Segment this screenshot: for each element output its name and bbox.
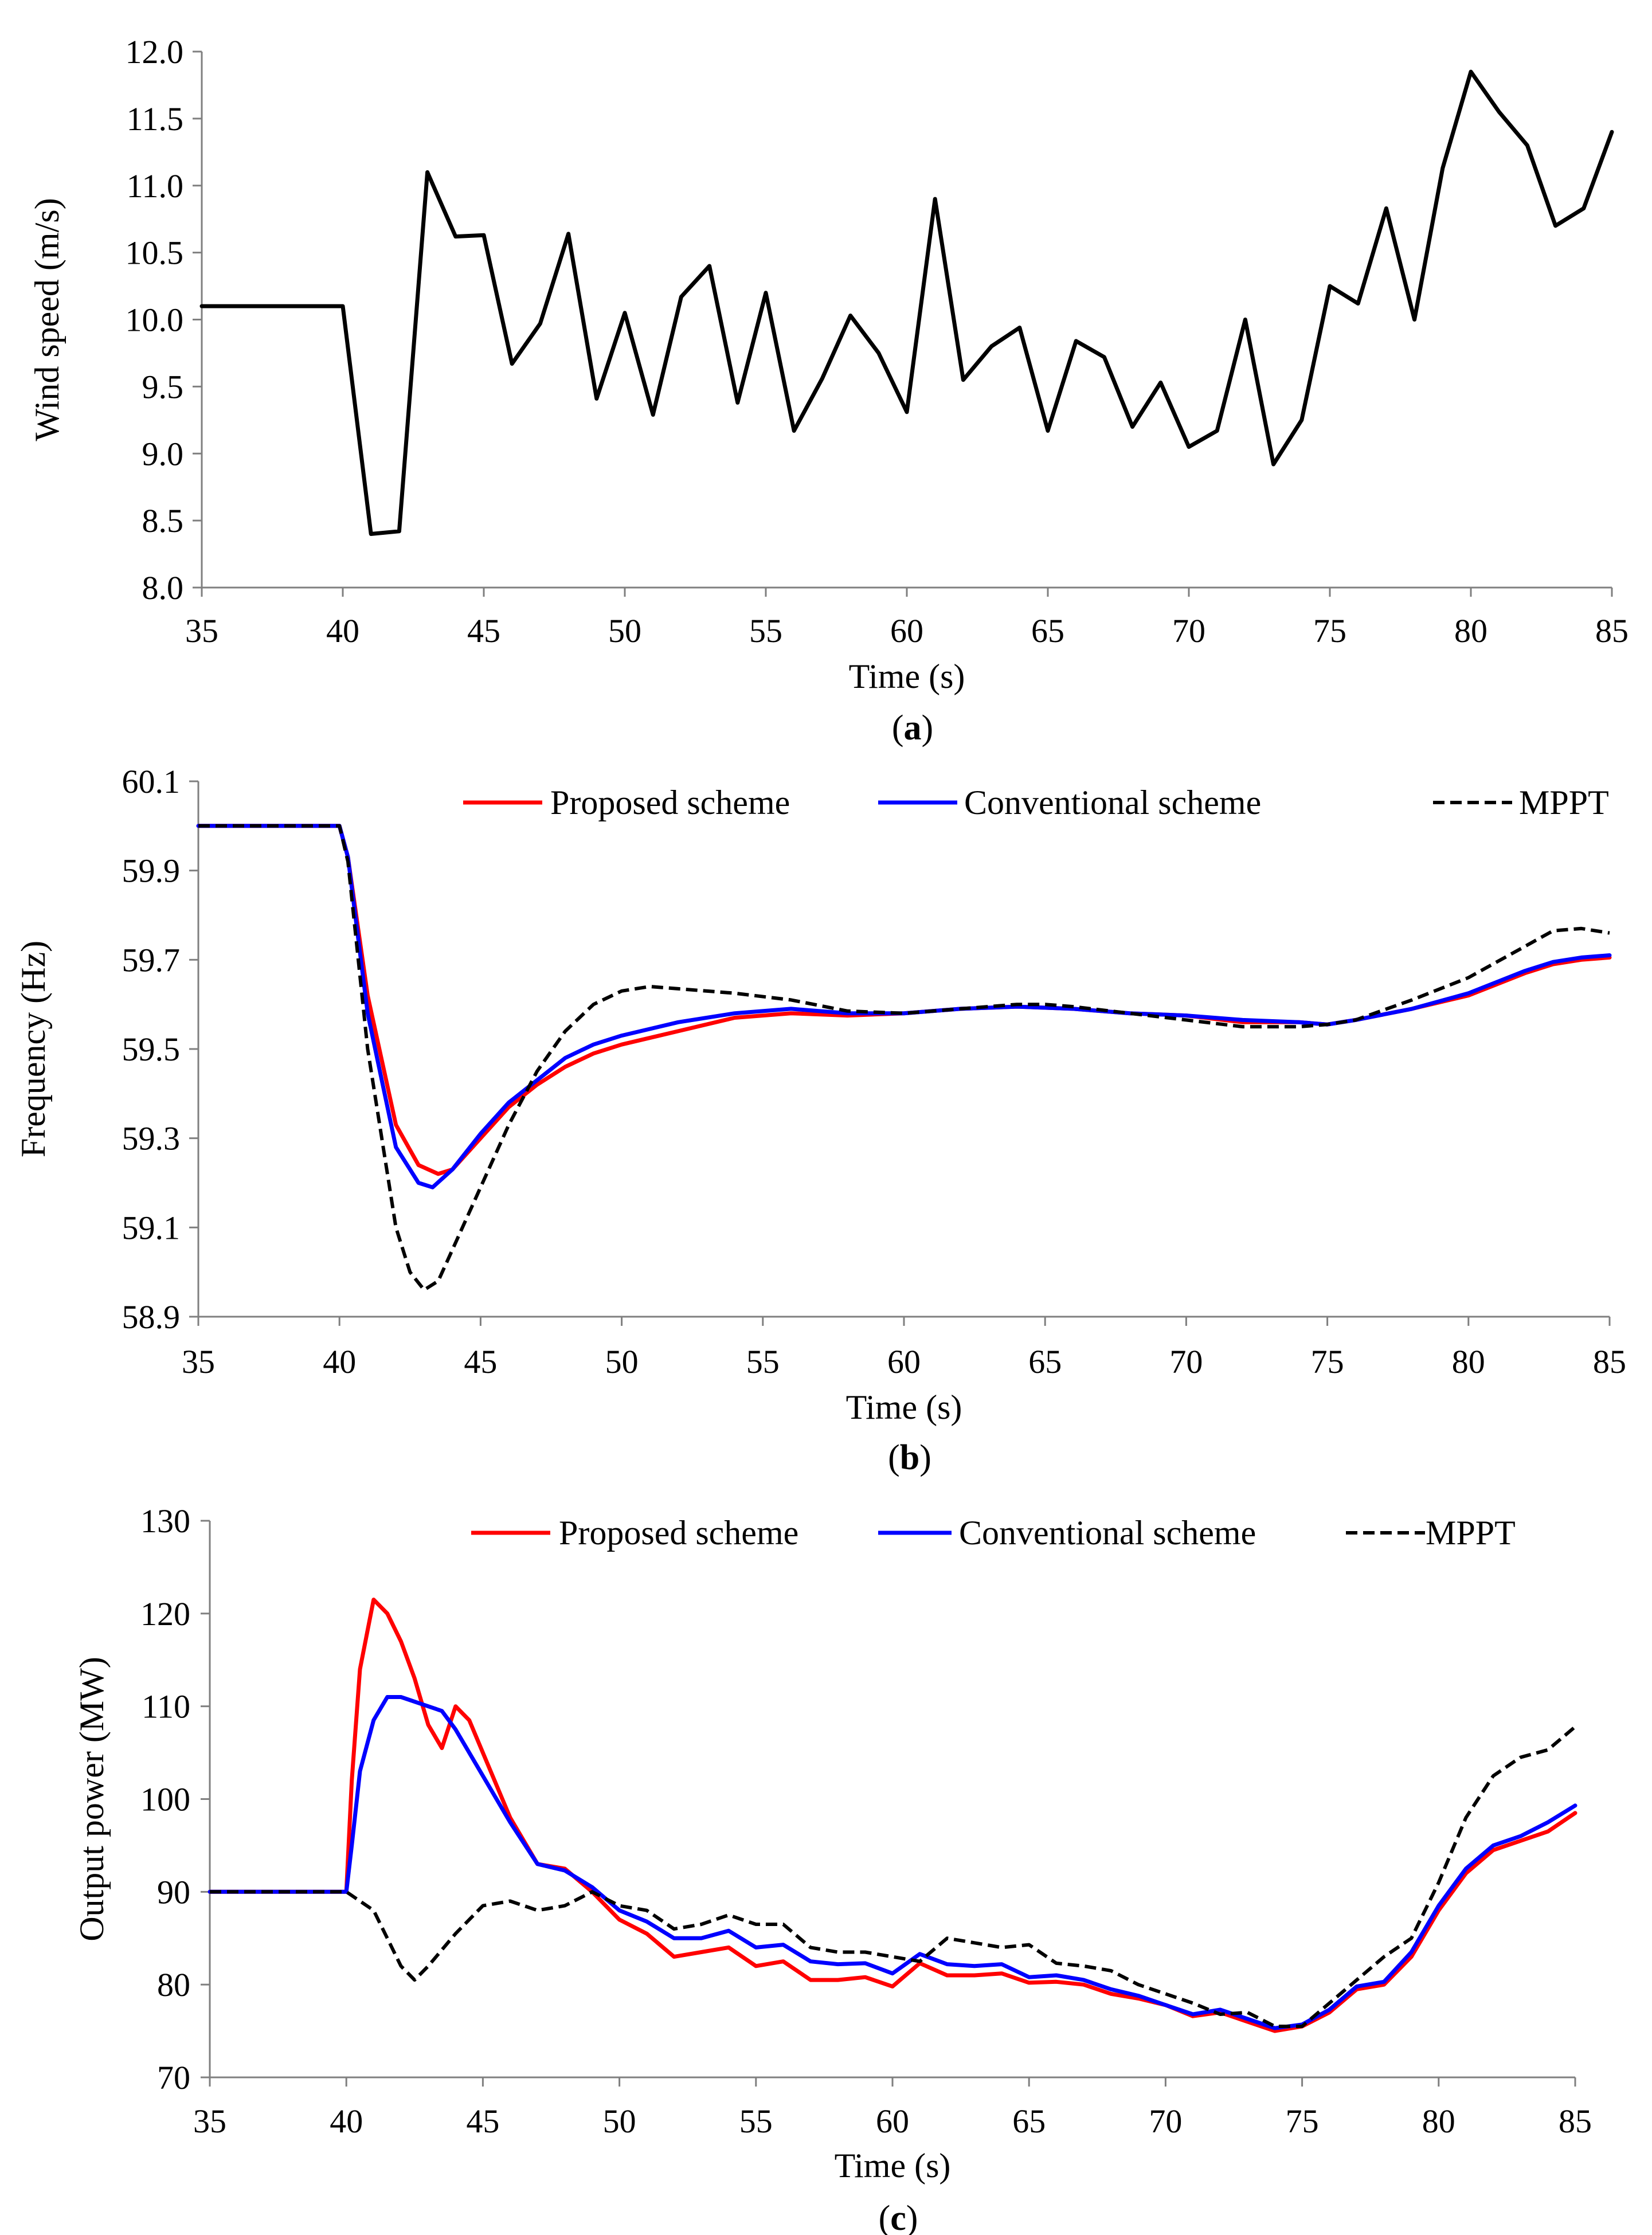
x-tick-label: 45: [466, 2103, 499, 2140]
x-tick-label: 45: [467, 612, 500, 649]
y-tick-label: 120: [140, 1595, 190, 1633]
legend-label: Conventional scheme: [959, 1514, 1256, 1552]
x-tick-label: 65: [1012, 2103, 1046, 2140]
legend-label: Conventional scheme: [964, 784, 1261, 821]
x-tick-label: 85: [1593, 1343, 1626, 1380]
y-tick-label: 130: [140, 1502, 190, 1540]
x-tick-label: 55: [749, 612, 782, 649]
y-tick-label: 10.0: [126, 302, 184, 339]
x-axis-title: Time (s): [849, 657, 965, 695]
panel-label-letter: a: [904, 709, 922, 747]
panel-label-letter: c: [890, 2199, 906, 2235]
y-tick-label: 59.3: [122, 1120, 181, 1157]
series-line-conventional-scheme: [196, 824, 1612, 1189]
x-tick-label: 75: [1311, 1343, 1344, 1380]
panel-label-open: (: [879, 2199, 891, 2235]
y-tick-label: 59.1: [122, 1209, 181, 1246]
legend: Proposed scheme Conventional scheme MPPT: [471, 1514, 1516, 1552]
x-tick-label: 70: [1172, 612, 1205, 649]
x-tick-label: 60: [887, 1343, 921, 1380]
y-tick-label: 9.0: [142, 435, 184, 472]
y-tick-label: 70: [157, 2059, 190, 2096]
series-line-mppt: [210, 1725, 1576, 2028]
series-line-mppt: [198, 824, 1610, 1292]
panel-label-letter: b: [900, 1438, 919, 1477]
x-tick-label: 35: [185, 612, 218, 649]
y-tick-label: 58.9: [122, 1298, 181, 1336]
chart-panel-c: 35 40 45 50 55 60 65 70 75 80 85 70 80 90 100 110 120 130…: [73, 1502, 1592, 2235]
y-axis-title: Frequency (Hz): [14, 941, 52, 1157]
x-axis-title: Time (s): [846, 1388, 962, 1426]
y-tick-label: 59.7: [122, 941, 181, 978]
x-tick-label: 40: [330, 2103, 363, 2140]
chart-panel-b: 35 40 45 50 55 60 65 70 75 80 85 58.9 59.1 59.3 59.5 59…: [14, 763, 1626, 1477]
panel-label: (b): [888, 1438, 931, 1477]
x-tick-label: 75: [1313, 612, 1346, 649]
x-tick-label: 35: [182, 1343, 215, 1380]
y-tick-label: 8.5: [142, 502, 184, 539]
x-tick-label: 75: [1286, 2103, 1319, 2140]
x-tick-label: 50: [603, 2103, 636, 2140]
x-tick-label: 85: [1595, 612, 1628, 649]
x-tick-label: 65: [1031, 612, 1064, 649]
panel-label-open: (: [892, 709, 904, 747]
x-tick-label: 80: [1454, 612, 1487, 649]
y-tick-label: 9.5: [142, 368, 184, 405]
x-tick-label: 50: [608, 612, 641, 649]
y-tick-label: 8.0: [142, 569, 184, 606]
y-tick-label: 60.1: [122, 763, 181, 800]
x-tick-label: 85: [1559, 2103, 1592, 2140]
panel-label: (a): [892, 709, 933, 747]
legend-label: MPPT: [1426, 1514, 1516, 1552]
panel-label: (c): [879, 2199, 918, 2235]
y-axis-title: Wind speed (m/s): [28, 198, 66, 441]
x-axis-title: Time (s): [835, 2147, 951, 2185]
panel-label-open: (: [888, 1438, 900, 1477]
x-tick-label: 70: [1149, 2103, 1182, 2140]
x-tick-label: 40: [326, 612, 359, 649]
y-tick-label: 11.0: [127, 167, 183, 205]
chart-panel-a: 35 40 45 50 55 60 65 70 75 80 85 8.0 8.5 9.0 9.5 10.0 10…: [28, 33, 1628, 747]
y-tick-label: 12.0: [126, 33, 184, 71]
panel-label-close: ): [922, 709, 934, 747]
series-line-wind-speed: [199, 69, 1614, 536]
panel-label-close: ): [919, 1438, 931, 1477]
legend: Proposed scheme Conventional scheme MPPT: [463, 784, 1609, 821]
y-tick-label: 10.5: [126, 234, 184, 272]
series-line-proposed-scheme: [208, 1598, 1577, 2033]
y-tick-label: 90: [157, 1873, 190, 1911]
legend-label: Proposed scheme: [550, 784, 790, 821]
x-tick-label: 45: [464, 1343, 497, 1380]
x-tick-label: 50: [605, 1343, 639, 1380]
x-tick-label: 60: [890, 612, 923, 649]
x-tick-label: 40: [323, 1343, 356, 1380]
legend-label: MPPT: [1519, 784, 1609, 821]
x-tick-label: 70: [1169, 1343, 1203, 1380]
x-tick-label: 60: [876, 2103, 909, 2140]
series-line-proposed-scheme: [196, 824, 1612, 1176]
y-axis-title: Output power (MW): [73, 1657, 111, 1942]
y-tick-label: 59.5: [122, 1031, 181, 1068]
x-tick-label: 35: [193, 2103, 226, 2140]
series-line-conventional-scheme: [208, 1695, 1577, 2030]
legend-label: Proposed scheme: [559, 1514, 798, 1552]
x-tick-label: 55: [739, 2103, 773, 2140]
y-tick-label: 80: [157, 1966, 190, 2003]
x-tick-label: 80: [1452, 1343, 1485, 1380]
x-tick-label: 55: [746, 1343, 780, 1380]
y-tick-label: 59.9: [122, 852, 181, 890]
y-tick-label: 100: [140, 1781, 190, 1818]
panel-label-close: ): [906, 2199, 918, 2235]
y-tick-label: 11.5: [127, 100, 183, 138]
x-tick-label: 65: [1028, 1343, 1062, 1380]
x-tick-label: 80: [1422, 2103, 1455, 2140]
y-tick-label: 110: [142, 1688, 190, 1725]
